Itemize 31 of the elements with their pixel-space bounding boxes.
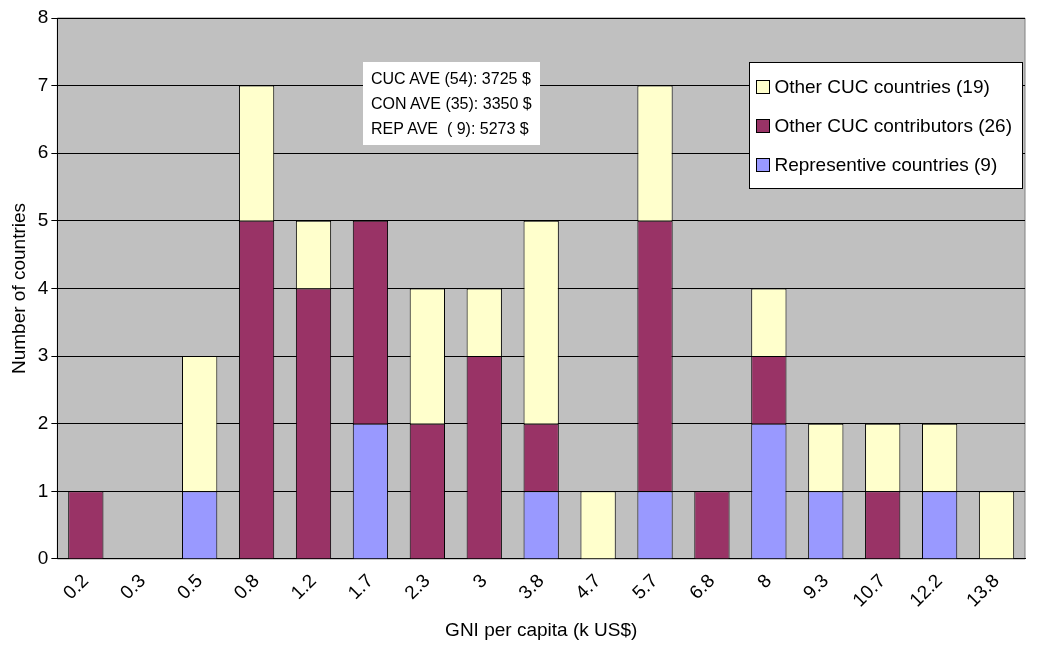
x-tick-label: 9.3 — [798, 569, 833, 604]
y-tick-label: 1 — [37, 479, 49, 501]
y-tick-label: 3 — [37, 344, 49, 366]
x-tick-label: 3 — [468, 569, 491, 592]
y-tick-label: 2 — [37, 411, 49, 433]
x-axis-title: GNI per capita (k US$) — [445, 618, 638, 640]
x-tick-label: 0.8 — [229, 569, 264, 604]
annotation: CON AVE (35): 3350 $ — [371, 94, 532, 114]
y-tick-label: 6 — [37, 141, 49, 163]
x-tick-label: 3.8 — [514, 569, 548, 604]
x-tick-label: 1.2 — [286, 569, 321, 604]
x-tick-label: 4.7 — [571, 569, 605, 604]
y-tick-label: 7 — [37, 73, 49, 95]
annotation: REP AVE ( 9): 5273 $ — [371, 119, 530, 139]
legend-label: Other CUC contributors (26) — [774, 114, 1012, 137]
y-tick-label: 0 — [37, 547, 49, 569]
y-tick-label: 8 — [37, 6, 49, 28]
annotation: CUC AVE (54): 3725 $ — [371, 69, 532, 89]
x-tick-label: 5.7 — [628, 569, 662, 604]
x-tick-label: 0.3 — [115, 569, 150, 604]
x-tick-label: 6.8 — [684, 569, 719, 604]
legend-label: Other CUC countries (19) — [774, 75, 990, 98]
y-tick-label: 4 — [37, 276, 49, 298]
x-tick-label: 2.3 — [400, 569, 434, 604]
x-tick-label: 0.2 — [58, 569, 93, 604]
x-tick-label: 0.5 — [172, 569, 207, 604]
x-tick-label: 1.7 — [343, 569, 377, 604]
legend-label: Representive countries (9) — [774, 153, 998, 176]
x-tick-label: 8 — [753, 569, 776, 592]
y-tick-label: 5 — [37, 209, 49, 231]
y-axis-title: Number of countries — [7, 202, 29, 374]
